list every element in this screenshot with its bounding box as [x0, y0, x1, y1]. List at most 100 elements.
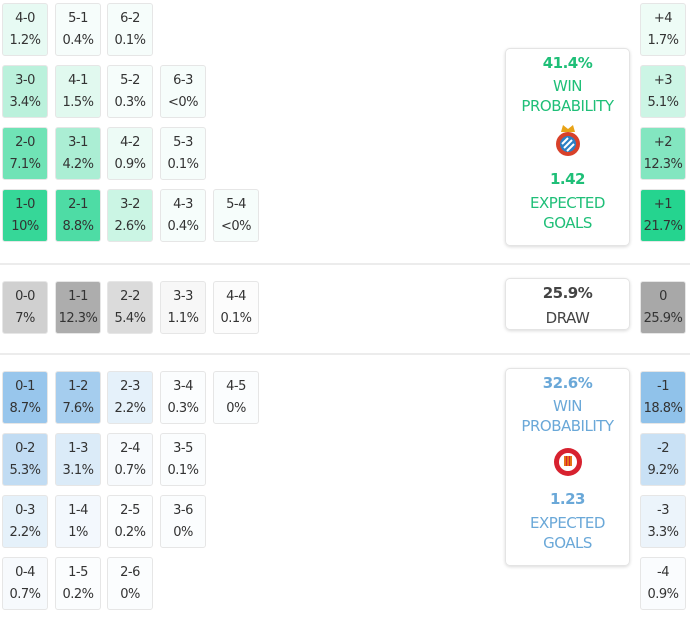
score-label: 2-1: [68, 197, 88, 212]
scoreline-cell: 5-3 0.1%: [160, 127, 206, 180]
probability-value: 0.1%: [167, 463, 199, 478]
probability-value: 10%: [11, 219, 39, 234]
score-label: 3-2: [120, 197, 140, 212]
score-label: 2-6: [120, 565, 140, 580]
probability-value: 25.9%: [643, 311, 683, 326]
score-label: 5-4: [226, 197, 246, 212]
score-label: 0-1: [15, 379, 35, 394]
score-label: 5-1: [68, 11, 88, 26]
probability-value: 0.1%: [220, 311, 252, 326]
goal-margin-cell: -3 3.3%: [640, 495, 686, 548]
scoreline-cell: 0-0 7%: [2, 281, 48, 334]
away-xg-label: EXPECTED GOALS: [530, 514, 605, 552]
scoreline-cell: 4-5 0%: [213, 371, 259, 424]
probability-value: 5.3%: [9, 463, 41, 478]
scoreline-cell: 2-1 8.8%: [55, 189, 101, 242]
scoreline-cell: 5-2 0.3%: [107, 65, 153, 118]
goal-margin-cell: +2 12.3%: [640, 127, 686, 180]
probability-value: 12.3%: [58, 311, 98, 326]
score-label: +1: [653, 197, 673, 212]
goal-margin-cell: -2 9.2%: [640, 433, 686, 486]
score-label: +2: [653, 135, 673, 150]
scoreline-cell: 2-0 7.1%: [2, 127, 48, 180]
probability-value: 2.2%: [9, 525, 41, 540]
scoreline-cell: 4-3 0.4%: [160, 189, 206, 242]
probability-value: <0%: [220, 219, 252, 234]
probability-value: 18.8%: [643, 401, 683, 416]
home-xg: 1.42: [549, 170, 586, 188]
probability-value: 1.1%: [167, 311, 199, 326]
scoreline-cell: 2-6 0%: [107, 557, 153, 610]
divider: [0, 353, 690, 355]
score-label: 2-4: [120, 441, 140, 456]
goal-margin-cell: +3 5.1%: [640, 65, 686, 118]
score-label: 3-3: [173, 289, 193, 304]
probability-value: 2.6%: [114, 219, 146, 234]
score-label: +3: [653, 73, 673, 88]
score-label: 1-1: [68, 289, 88, 304]
probability-value: 0.4%: [167, 219, 199, 234]
probability-value: 1.2%: [9, 33, 41, 48]
score-label: 2-3: [120, 379, 140, 394]
probability-value: 0.7%: [114, 463, 146, 478]
score-label: -4: [657, 565, 669, 580]
scoreline-cell: 2-2 5.4%: [107, 281, 153, 334]
probability-value: 3.4%: [9, 95, 41, 110]
divider: [0, 263, 690, 265]
probability-value: 0%: [173, 525, 193, 540]
score-label: 0-3: [15, 503, 35, 518]
score-label: 4-0: [15, 11, 35, 26]
scoreline-cell: 0-3 2.2%: [2, 495, 48, 548]
scoreline-cell: 4-0 1.2%: [2, 3, 48, 56]
scoreline-cell: 4-4 0.1%: [213, 281, 259, 334]
scoreline-cell: 4-1 1.5%: [55, 65, 101, 118]
scoreline-cell: 5-1 0.4%: [55, 3, 101, 56]
probability-value: 5.1%: [647, 95, 679, 110]
probability-value: 7.1%: [9, 157, 41, 172]
scoreline-cell: 3-5 0.1%: [160, 433, 206, 486]
scoreline-cell: 1-2 7.6%: [55, 371, 101, 424]
probability-value: 0.1%: [167, 157, 199, 172]
away-win-label: WIN PROBABILITY: [521, 397, 614, 435]
scoreline-cell: 2-5 0.2%: [107, 495, 153, 548]
scoreline-cell: 1-4 1%: [55, 495, 101, 548]
score-label: +4: [653, 11, 673, 26]
score-label: 6-2: [120, 11, 140, 26]
probability-value: 5.4%: [114, 311, 146, 326]
score-label: 3-5: [173, 441, 193, 456]
probability-value: 0.9%: [647, 587, 679, 602]
probability-value: 7.6%: [62, 401, 94, 416]
probability-value: 0.1%: [114, 33, 146, 48]
away-win-card: 32.6% WIN PROBABILITY 1.23 EXPECTED GOAL…: [505, 368, 630, 566]
score-label: -3: [657, 503, 669, 518]
probability-value: 0.7%: [9, 587, 41, 602]
scoreline-cell: 1-1 12.3%: [55, 281, 101, 334]
score-label: 4-2: [120, 135, 140, 150]
score-label: 4-4: [226, 289, 246, 304]
goal-margin-cell: 0 25.9%: [640, 281, 686, 334]
home-win-label: WIN PROBABILITY: [521, 77, 614, 115]
score-label: 6-3: [173, 73, 193, 88]
score-label: 2-2: [120, 289, 140, 304]
scoreline-cell: 5-4 <0%: [213, 189, 259, 242]
probability-value: 0.2%: [114, 525, 146, 540]
scoreline-cell: 1-5 0.2%: [55, 557, 101, 610]
girona-crest-icon: [553, 448, 582, 476]
probability-value: 1%: [68, 525, 88, 540]
goal-margin-cell: +4 1.7%: [640, 3, 686, 56]
goal-margin-cell: -4 0.9%: [640, 557, 686, 610]
scoreline-cell: 0-2 5.3%: [2, 433, 48, 486]
score-label: 3-0: [15, 73, 35, 88]
score-label: 5-2: [120, 73, 140, 88]
probability-value: 3.1%: [62, 463, 94, 478]
scoreline-cell: 3-3 1.1%: [160, 281, 206, 334]
probability-value: 0.2%: [62, 587, 94, 602]
scoreline-cell: 2-3 2.2%: [107, 371, 153, 424]
scoreline-cell: 2-4 0.7%: [107, 433, 153, 486]
away-win-pct: 32.6%: [542, 374, 593, 392]
draw-label: DRAW: [545, 309, 590, 327]
probability-value: 4.2%: [62, 157, 94, 172]
scoreline-cell: 3-1 4.2%: [55, 127, 101, 180]
probability-value: 0.4%: [62, 33, 94, 48]
score-label: 0-2: [15, 441, 35, 456]
